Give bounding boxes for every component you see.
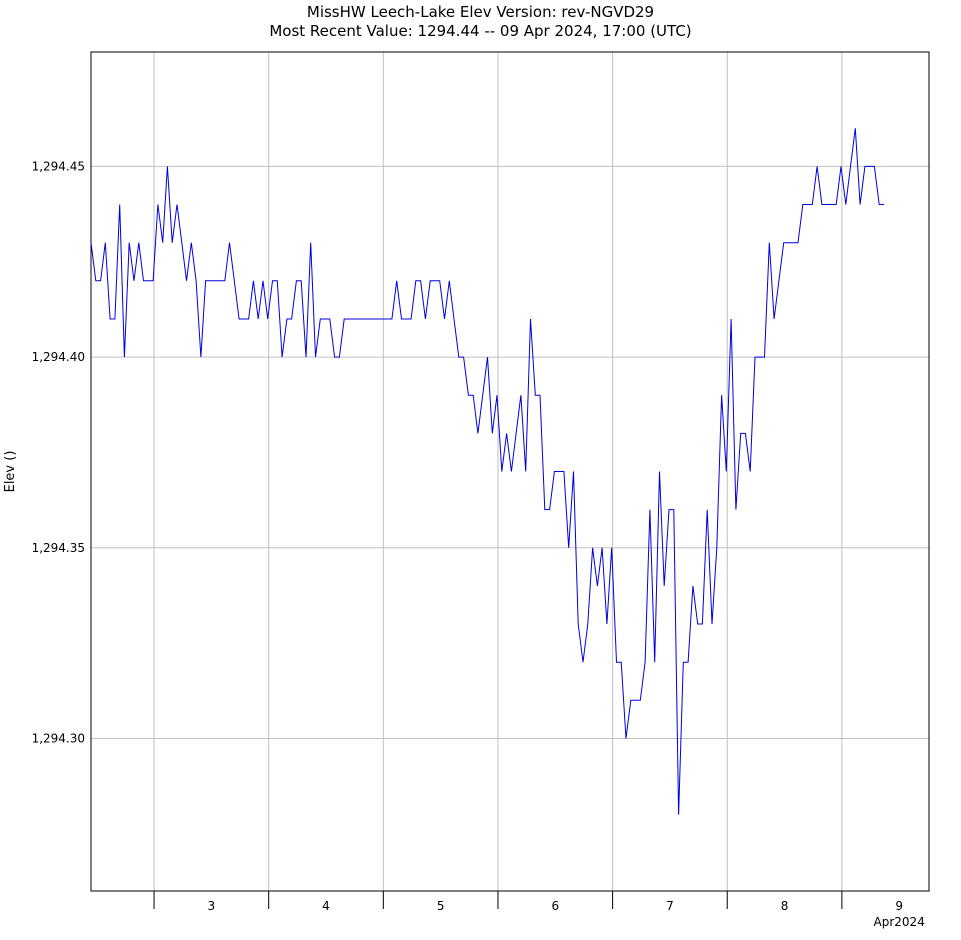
x-day-label: 6 [551,899,559,913]
series-line [90,128,884,815]
x-day-label: 4 [322,899,330,913]
x-day-label: 9 [895,899,903,913]
x-month-label: Apr2024 [874,915,925,929]
plot-area [90,51,930,892]
x-day-label: 3 [208,899,216,913]
x-day-label: 7 [666,899,674,913]
x-day-label: 8 [781,899,789,913]
chart-subtitle: Most Recent Value: 1294.44 -- 09 Apr 202… [269,22,692,40]
y-tick-label: 1,294.40 [32,350,85,364]
x-day-label: 5 [437,899,445,913]
y-axis-label: Elev () [3,451,18,493]
chart-title: MissHW Leech-Lake Elev Version: rev-NGVD… [306,3,655,21]
y-tick-label: 1,294.35 [32,541,85,555]
y-axis: 1,294.30 1,294.35 1,294.40 1,294.45 [32,159,85,745]
y-tick-label: 1,294.30 [32,731,85,745]
x-axis: 3 4 5 6 7 8 9 [153,891,903,913]
y-tick-label: 1,294.45 [32,159,85,173]
grid-lines [91,52,929,891]
